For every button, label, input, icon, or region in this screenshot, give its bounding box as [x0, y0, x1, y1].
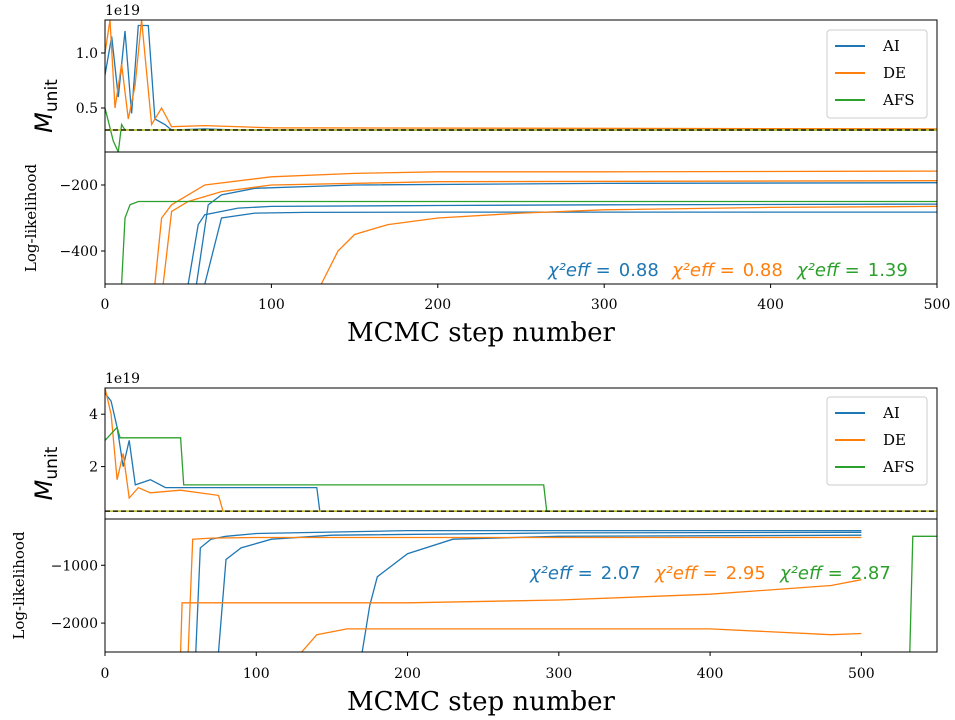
y-tick-label: −400 — [60, 244, 98, 260]
x-tick-label: 400 — [697, 666, 724, 682]
legend-label-ai: AI — [882, 404, 900, 422]
chi2-annotation-ai: χ²eff = 2.07 — [529, 563, 641, 584]
legend: AI DE AFS — [826, 29, 928, 119]
x-tick-label: 200 — [394, 666, 421, 682]
chi2-annotation-de: χ²eff = 2.95 — [654, 563, 766, 584]
bottom-chart: 2 4 1e19 Munit AI DE AFS −2000 −1000 Log-likeliho… — [10, 371, 938, 717]
y-tick-label: −1000 — [51, 558, 98, 574]
x-tick-label: 100 — [258, 297, 285, 313]
loglike-line-ai — [187, 203, 937, 284]
x-axis-label: MCMC step number — [347, 687, 616, 717]
chi2-annotation-ai: χ²eff = 0.88 — [547, 260, 659, 281]
y-tick-label: 0.5 — [76, 101, 98, 117]
legend-label-de: DE — [883, 431, 906, 449]
y-axis-label-lower: Log-likelihood — [22, 164, 40, 273]
loglike-line-de — [154, 170, 937, 284]
loglike-line-ai — [204, 211, 937, 284]
lower-plot-area — [120, 170, 937, 284]
legend-label-de: DE — [883, 64, 906, 82]
legend-frame — [826, 29, 928, 119]
x-tick-label: 0 — [101, 666, 110, 682]
chi2-label: χ²eff = — [529, 563, 593, 584]
x-tick-label: 400 — [757, 297, 784, 313]
chi2-value: 0.88 — [743, 260, 783, 281]
x-axis-label: MCMC step number — [347, 318, 616, 348]
y-axis-label-upper: Munit — [30, 79, 62, 133]
y-tick-label: 2 — [89, 460, 98, 476]
legend-label-ai: AI — [882, 37, 900, 55]
chi2-label: χ²eff = — [547, 260, 611, 281]
x-tick-label: 300 — [545, 666, 572, 682]
loglike-line-de — [187, 536, 862, 652]
series-line-ai — [105, 24, 937, 131]
chi2-annotation-afs: χ²eff = 1.39 — [796, 260, 908, 281]
x-tick-label: 200 — [424, 297, 451, 313]
legend: AI DE AFS — [826, 396, 928, 486]
y-tick-label: −2000 — [51, 616, 98, 632]
series-line-de — [105, 20, 937, 130]
y-axis-label-upper: Munit — [30, 446, 62, 500]
lower-axes-frame — [104, 151, 938, 285]
offset-text: 1e19 — [105, 3, 140, 19]
x-tick-label: 500 — [848, 666, 875, 682]
chi2-value: 2.95 — [726, 563, 766, 584]
y-label-sub: unit — [42, 446, 62, 479]
lower-plot-area — [179, 529, 937, 652]
loglike-line-de — [320, 205, 937, 284]
upper-plot-area — [105, 388, 937, 512]
x-tick-label: 500 — [924, 297, 951, 313]
loglike-line-afs — [120, 200, 937, 284]
loglike-line-afs — [909, 535, 937, 652]
y-label-sub: unit — [42, 79, 62, 112]
legend-label-afs: AFS — [882, 91, 915, 109]
series-line-ai — [105, 392, 862, 512]
chi2-value: 0.88 — [619, 260, 659, 281]
chi2-label: χ²eff = — [779, 563, 843, 584]
lower-axes-frame — [104, 518, 938, 653]
chi2-label: χ²eff = — [654, 563, 718, 584]
series-line-afs — [105, 426, 862, 512]
loglike-line-de — [179, 579, 862, 652]
chi2-annotation-afs: χ²eff = 2.87 — [779, 563, 891, 584]
legend-label-afs: AFS — [882, 458, 915, 476]
loglike-line-ai — [361, 534, 862, 652]
loglike-line-ai — [195, 529, 862, 652]
x-tick-label: 0 — [101, 297, 110, 313]
chi2-value: 2.07 — [601, 563, 641, 584]
upper-plot-area — [105, 20, 937, 152]
chi2-label: χ²eff = — [796, 260, 860, 281]
y-tick-label: 4 — [89, 407, 98, 423]
upper-axes-frame — [104, 387, 938, 520]
y-tick-label: 1.0 — [76, 46, 98, 62]
offset-text: 1e19 — [105, 371, 140, 387]
loglike-line-de — [301, 628, 862, 652]
top-chart: 0.5 1.0 1e19 Munit AI DE AFS −400 −200 Log-likeli… — [22, 3, 950, 348]
loglike-line-de — [162, 180, 937, 284]
x-tick-label: 100 — [243, 666, 270, 682]
chi2-value: 1.39 — [868, 260, 908, 281]
series-line-de — [105, 388, 862, 512]
chi2-label: χ²eff = — [671, 260, 735, 281]
chi2-annotation-de: χ²eff = 0.88 — [671, 260, 783, 281]
x-tick-label: 300 — [591, 297, 618, 313]
legend-frame — [826, 396, 928, 486]
y-label-main: M — [30, 112, 58, 133]
y-axis-label-lower: Log-likelihood — [10, 531, 28, 640]
loglike-line-ai — [195, 182, 937, 284]
y-label-main: M — [30, 479, 58, 500]
y-tick-label: −200 — [60, 178, 98, 194]
upper-axes-frame — [104, 19, 938, 153]
chi2-value: 2.87 — [851, 563, 891, 584]
loglike-line-ai — [217, 531, 862, 652]
